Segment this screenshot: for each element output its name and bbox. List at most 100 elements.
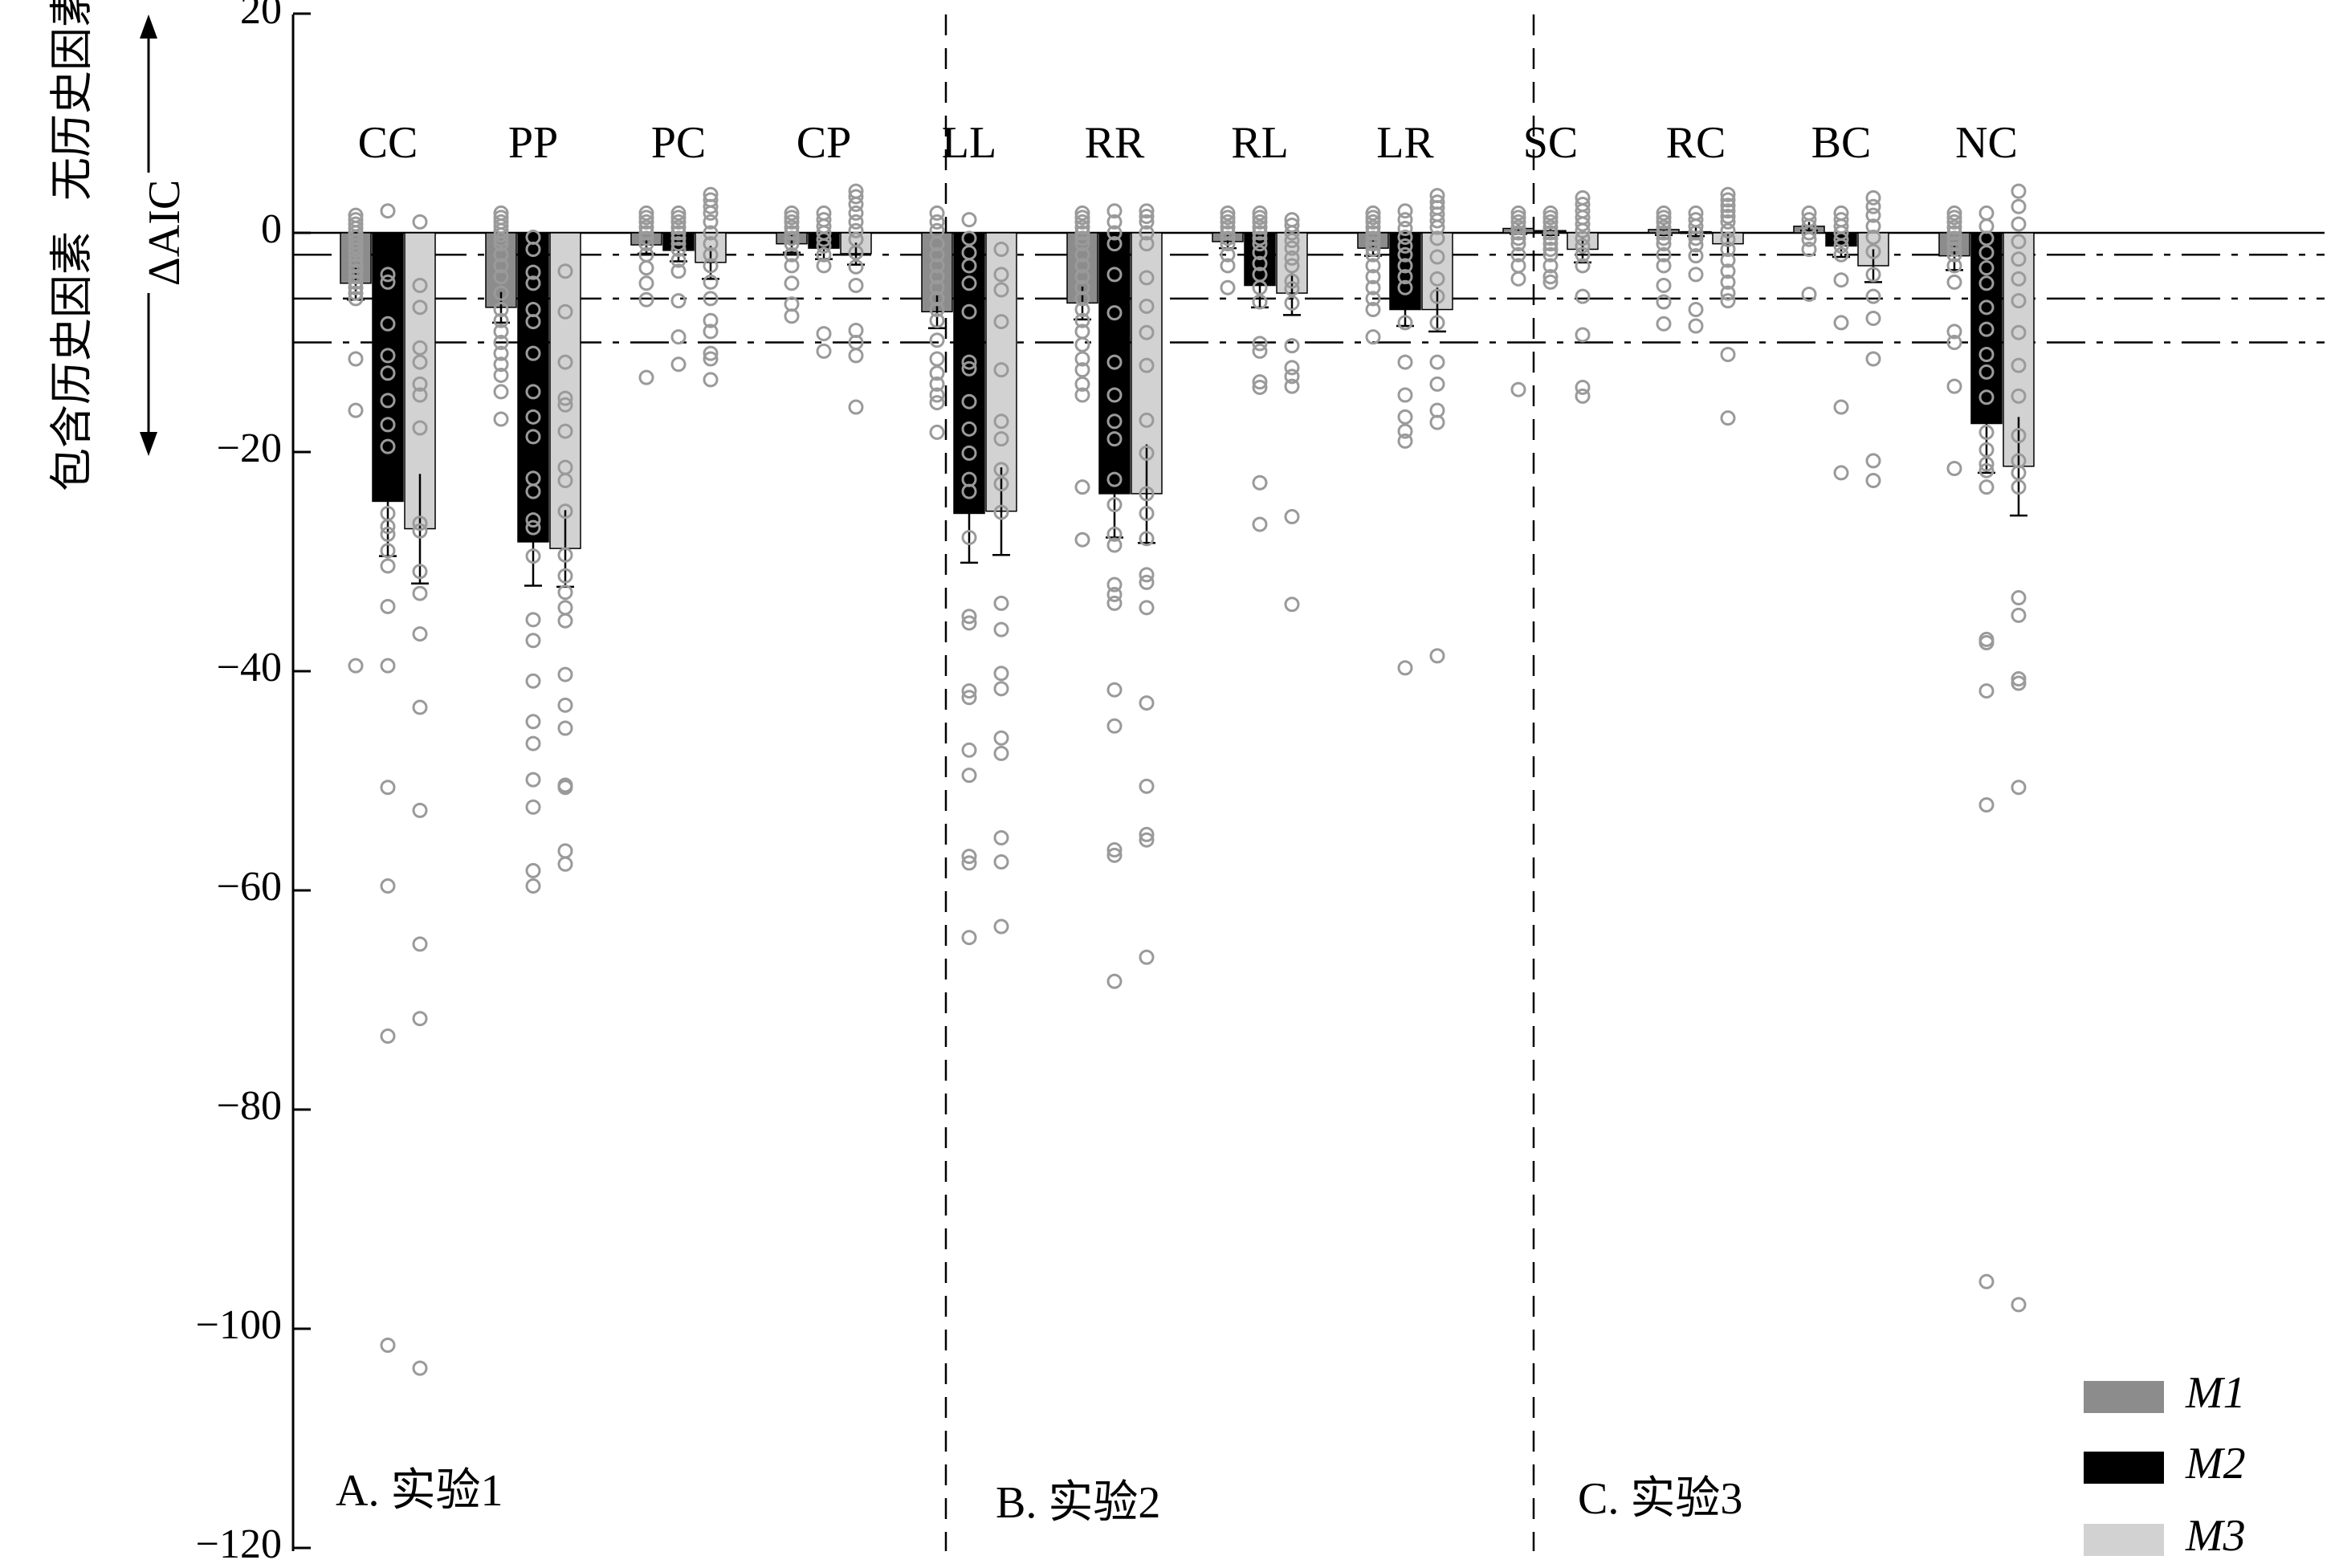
data-point — [848, 278, 864, 294]
data-point — [703, 236, 719, 252]
data-point — [1720, 252, 1736, 268]
data-point — [1220, 214, 1236, 230]
arrow-down-head — [140, 432, 157, 456]
data-point — [493, 324, 509, 340]
data-point — [525, 429, 541, 445]
data-point — [493, 335, 509, 350]
data-point — [929, 302, 945, 318]
data-point — [1946, 241, 1962, 257]
data-point — [961, 230, 977, 246]
data-point — [929, 279, 945, 295]
data-point — [670, 236, 687, 252]
data-point — [1074, 291, 1090, 307]
data-point — [1139, 778, 1155, 794]
data-point — [993, 829, 1009, 845]
data-point — [1074, 219, 1090, 235]
data-point — [348, 258, 364, 274]
data-point — [1139, 445, 1155, 461]
data-point — [525, 409, 541, 425]
data-point — [2011, 428, 2027, 444]
data-point — [1252, 255, 1268, 271]
data-point — [1865, 472, 1881, 488]
data-point — [703, 225, 719, 241]
data-point — [412, 278, 428, 294]
data-point — [848, 259, 864, 275]
data-point — [638, 230, 654, 246]
data-point — [1365, 302, 1381, 318]
data-point — [1510, 236, 1526, 252]
data-point — [929, 269, 945, 285]
data-point — [784, 230, 800, 246]
data-point — [348, 274, 364, 290]
data-point — [1139, 209, 1155, 225]
data-point — [1220, 230, 1236, 246]
data-point — [1074, 312, 1090, 328]
data-point — [961, 303, 977, 320]
data-point — [703, 324, 719, 340]
data-point — [1978, 260, 1995, 276]
data-point — [1946, 219, 1962, 235]
data-point — [784, 214, 800, 230]
data-point — [557, 397, 573, 413]
data-point — [348, 252, 364, 268]
data-point — [1252, 343, 1268, 359]
category-labels: CC PP PC CP LL RR RL LR SC RC BC NC — [358, 118, 2018, 168]
data-point — [961, 483, 977, 499]
data-point — [1510, 381, 1526, 397]
legend-label: M2 — [2185, 1439, 2246, 1489]
data-point — [1720, 241, 1736, 257]
data-point — [525, 519, 541, 536]
data-point — [1139, 225, 1155, 241]
data-point — [557, 390, 573, 406]
data-point — [1575, 258, 1591, 274]
data-point — [1220, 205, 1236, 221]
data-point — [993, 621, 1009, 637]
data-point — [670, 210, 687, 226]
data-point — [1865, 267, 1881, 283]
data-point — [412, 376, 428, 392]
data-point — [1284, 281, 1300, 297]
data-point — [638, 236, 654, 252]
data-point — [493, 231, 509, 247]
y-tick-label: −100 — [196, 1302, 282, 1348]
data-point — [1656, 230, 1672, 246]
data-point — [1720, 347, 1736, 363]
data-point — [493, 312, 509, 328]
data-point — [816, 343, 832, 359]
data-point — [380, 780, 396, 796]
data-point — [703, 351, 719, 367]
data-point — [380, 274, 396, 290]
data-point — [993, 681, 1009, 697]
data-point — [848, 245, 864, 261]
data-point — [1106, 236, 1123, 252]
data-point — [1220, 210, 1236, 226]
data-point — [1656, 225, 1672, 241]
data-point — [670, 356, 687, 373]
data-point — [1365, 214, 1381, 230]
data-point — [412, 299, 428, 316]
data-point — [670, 252, 687, 268]
data-point — [1139, 826, 1155, 842]
data-point — [380, 878, 396, 894]
data-point — [1074, 302, 1090, 318]
data-point — [993, 241, 1009, 257]
data-point — [1252, 214, 1268, 230]
data-point — [412, 515, 428, 531]
data-point — [1978, 364, 1995, 380]
data-point — [1656, 278, 1672, 294]
data-point — [1946, 214, 1962, 230]
data-point — [816, 326, 832, 342]
data-point — [1542, 236, 1559, 252]
data-point — [1833, 272, 1849, 288]
data-point — [1284, 295, 1300, 311]
data-point — [1946, 460, 1962, 476]
data-point — [493, 302, 509, 318]
data-point — [1397, 258, 1413, 274]
data-point — [929, 236, 945, 252]
data-point — [638, 291, 654, 307]
category-label: PP — [508, 118, 558, 168]
data-point — [1542, 241, 1559, 257]
data-point — [493, 356, 509, 373]
data-point — [784, 308, 800, 324]
data-point — [1252, 230, 1268, 246]
